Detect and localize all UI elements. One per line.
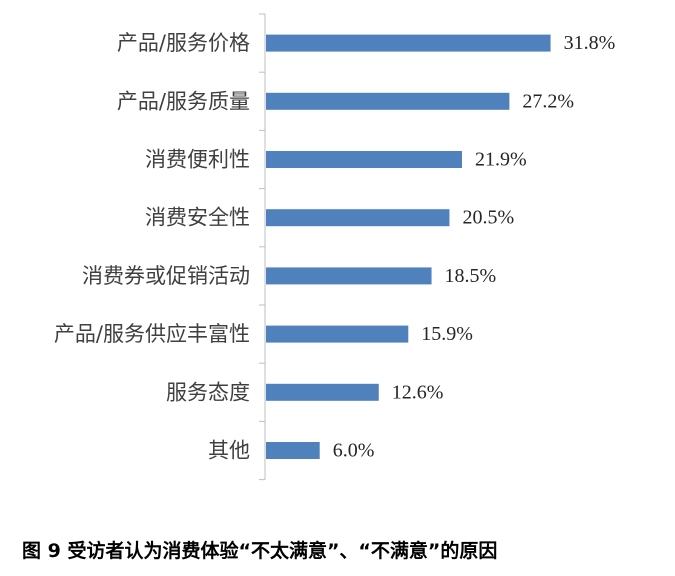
value-label-5: 18.5% xyxy=(445,265,497,287)
bar-3 xyxy=(266,151,462,168)
value-label-8: 6.0% xyxy=(333,440,375,462)
value-label-7: 12.6% xyxy=(392,381,444,403)
bar-5 xyxy=(266,267,432,285)
bar-1 xyxy=(266,34,551,52)
category-label-6: 产品/服务供应丰富性 xyxy=(54,322,250,346)
value-label-2: 27.2% xyxy=(522,90,574,112)
value-label-4: 20.5% xyxy=(462,207,514,229)
value-label-6: 15.9% xyxy=(421,323,473,345)
category-label-5: 消费券或促销活动 xyxy=(82,264,250,288)
bar-4 xyxy=(266,209,450,227)
bar-7 xyxy=(266,383,379,401)
value-label-3: 21.9% xyxy=(475,149,527,171)
category-label-1: 产品/服务价格 xyxy=(117,31,250,55)
category-label-2: 产品/服务质量 xyxy=(117,89,250,113)
bar-chart: 产品/服务价格 31.8% 产品/服务质量 27.2% 消费便利性 21.9% 消费安全性 2… xyxy=(54,13,616,481)
category-label-4: 消费安全性 xyxy=(145,206,250,230)
figure-caption: 图 9 受访者认为消费体验“不太满意”、“不满意”的原因 xyxy=(22,540,498,562)
bar-8 xyxy=(266,442,320,459)
value-label-1: 31.8% xyxy=(564,32,616,54)
category-label-8: 其他 xyxy=(208,439,250,463)
category-label-3: 消费便利性 xyxy=(145,148,250,172)
category-label-7: 服务态度 xyxy=(166,380,250,404)
bar-2 xyxy=(266,92,510,110)
bar-6 xyxy=(266,325,409,343)
